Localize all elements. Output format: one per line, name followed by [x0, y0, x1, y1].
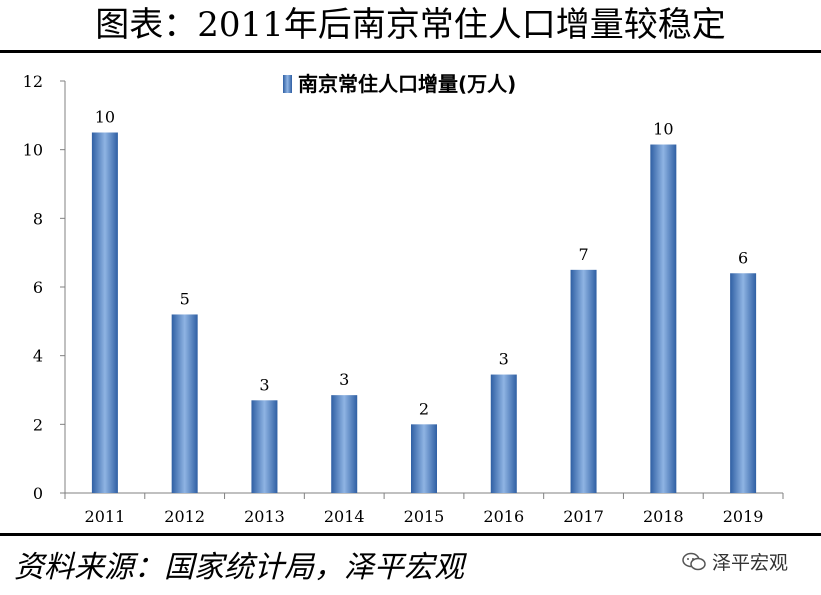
- source-note: 资料来源：国家统计局，泽平宏观: [14, 550, 464, 585]
- chart-bars: 10 2011 5 2012 3 2013 3 2014 2 2015 3 2016 7 2017 10 20…: [85, 108, 764, 527]
- x-tick-label: 2012: [164, 507, 205, 526]
- data-label: 7: [578, 245, 588, 264]
- data-label: 3: [259, 375, 269, 394]
- bar: [251, 400, 278, 493]
- chart-title: 图表：2011年后南京常住人口增量较稳定: [95, 5, 726, 45]
- chart-legend: 南京常住人口增量(万人): [283, 72, 516, 96]
- data-label: 3: [339, 370, 349, 389]
- x-tick-label: 2018: [643, 507, 684, 526]
- y-tick-label: 10: [23, 141, 43, 160]
- data-label: 3: [499, 350, 509, 369]
- x-tick-label: 2019: [723, 507, 764, 526]
- wechat-icon: [682, 552, 706, 570]
- x-tick-label: 2017: [563, 507, 604, 526]
- title-rule: [0, 50, 821, 53]
- bar: [650, 144, 677, 493]
- y-tick-label: 12: [23, 72, 43, 91]
- y-tick-label: 6: [33, 278, 43, 297]
- x-tick-label: 2015: [404, 507, 445, 526]
- x-tick-label: 2011: [85, 507, 126, 526]
- bar: [331, 395, 358, 493]
- bar: [411, 424, 437, 493]
- data-label: 6: [738, 248, 748, 267]
- legend-swatch: [283, 75, 292, 93]
- bar: [570, 269, 597, 493]
- data-label: 10: [95, 108, 115, 127]
- brand-name: 泽平宏观: [712, 552, 789, 574]
- brand-badge: 泽平宏观: [682, 548, 788, 575]
- x-tick-label: 2016: [483, 507, 524, 526]
- x-tick-label: 2014: [324, 507, 365, 526]
- y-tick-label: 2: [33, 415, 43, 434]
- y-tick-label: 0: [33, 484, 43, 503]
- bar-chart: 0 2 4 6 8 10 12 10 2011 5 2012 3 2013 3 2014 2 2015 3 201…: [23, 72, 784, 527]
- x-tick-label: 2013: [244, 507, 285, 526]
- y-tick-label: 4: [33, 347, 43, 366]
- bar: [730, 273, 757, 493]
- y-tick-label: 8: [33, 209, 43, 228]
- bar: [91, 132, 118, 493]
- footer-rule: [0, 533, 821, 536]
- bar: [171, 314, 198, 493]
- data-label: 2: [419, 399, 429, 418]
- data-label: 10: [653, 120, 673, 139]
- data-label: 5: [180, 289, 190, 308]
- bar: [490, 374, 517, 493]
- legend-label: 南京常住人口增量(万人): [298, 72, 516, 96]
